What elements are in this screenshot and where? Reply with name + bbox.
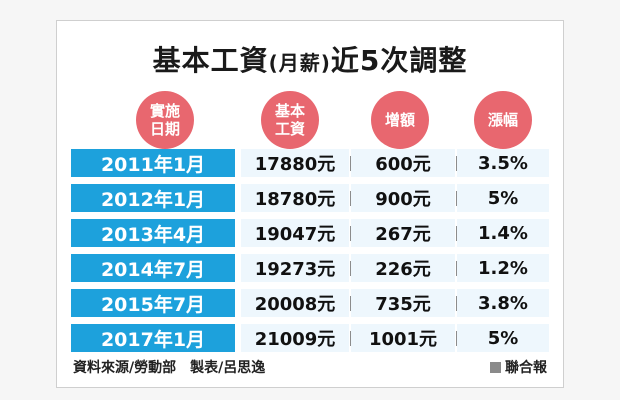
cell-increase: 226元: [351, 254, 455, 282]
column-separator: [456, 331, 457, 346]
column-separator: [350, 261, 351, 276]
cell-rate: 3.8%: [457, 289, 549, 317]
cell-rate: 1.4%: [457, 219, 549, 247]
cell-base-wage: 18780元: [241, 184, 349, 212]
infographic-card: 基本工資(月薪)近5次調整 實施 日期 基本 工資 增額 漲幅 2011年1月 178…: [56, 20, 564, 388]
header-date: 實施 日期: [136, 91, 194, 149]
source-credit: 資料來源/勞動部 製表/呂思逸: [73, 360, 266, 376]
cell-increase: 600元: [351, 149, 455, 177]
header-rate-label: 漲幅: [487, 111, 518, 129]
cell-date: 2014年7月: [71, 254, 235, 282]
publisher-brand: 聯合報: [490, 357, 547, 377]
title-paren: (月薪): [268, 51, 331, 75]
title-main-prefix: 基本工資: [152, 44, 269, 77]
cell-date: 2012年1月: [71, 184, 235, 212]
table-row: 2011年1月 17880元 600元 3.5%: [71, 149, 549, 177]
cell-base-wage: 17880元: [241, 149, 349, 177]
cell-base-wage: 19273元: [241, 254, 349, 282]
header-increase-label: 增額: [384, 111, 415, 129]
table-row: 2015年7月 20008元 735元 3.8%: [71, 289, 549, 317]
cell-date: 2017年1月: [71, 324, 235, 352]
header-base-wage: 基本 工資: [261, 91, 319, 149]
cell-increase: 735元: [351, 289, 455, 317]
cell-base-wage: 19047元: [241, 219, 349, 247]
column-separator: [350, 191, 351, 206]
cell-base-wage: 21009元: [241, 324, 349, 352]
header-base-line1: 基本: [274, 102, 305, 120]
cell-base-wage: 20008元: [241, 289, 349, 317]
column-separator: [350, 156, 351, 171]
chart-title: 基本工資(月薪)近5次調整: [57, 39, 563, 79]
brand-square-icon: [490, 361, 501, 373]
table-row: 2013年4月 19047元 267元 1.4%: [71, 219, 549, 247]
cell-increase: 267元: [351, 219, 455, 247]
column-separator: [350, 226, 351, 241]
column-separator: [456, 191, 457, 206]
cell-increase: 1001元: [351, 324, 455, 352]
table-row: 2014年7月 19273元 226元 1.2%: [71, 254, 549, 282]
column-separator: [456, 156, 457, 171]
table-row: 2012年1月 18780元 900元 5%: [71, 184, 549, 212]
column-separator: [456, 261, 457, 276]
cell-date: 2015年7月: [71, 289, 235, 317]
column-separator: [350, 331, 351, 346]
header-date-line2: 日期: [149, 120, 180, 138]
cell-rate: 5%: [457, 324, 549, 352]
column-separator: [350, 296, 351, 311]
column-separator: [456, 296, 457, 311]
cell-rate: 3.5%: [457, 149, 549, 177]
publisher-name: 聯合報: [505, 360, 547, 376]
header-date-line1: 實施: [149, 102, 180, 120]
header-base-line2: 工資: [274, 120, 305, 138]
cell-rate: 1.2%: [457, 254, 549, 282]
cell-date: 2013年4月: [71, 219, 235, 247]
column-separator: [456, 226, 457, 241]
title-main-suffix: 近5次調整: [330, 44, 468, 77]
header-rate: 漲幅: [474, 91, 532, 149]
header-increase: 增額: [371, 91, 429, 149]
cell-rate: 5%: [457, 184, 549, 212]
cell-increase: 900元: [351, 184, 455, 212]
cell-date: 2011年1月: [71, 149, 235, 177]
table-row: 2017年1月 21009元 1001元 5%: [71, 324, 549, 352]
